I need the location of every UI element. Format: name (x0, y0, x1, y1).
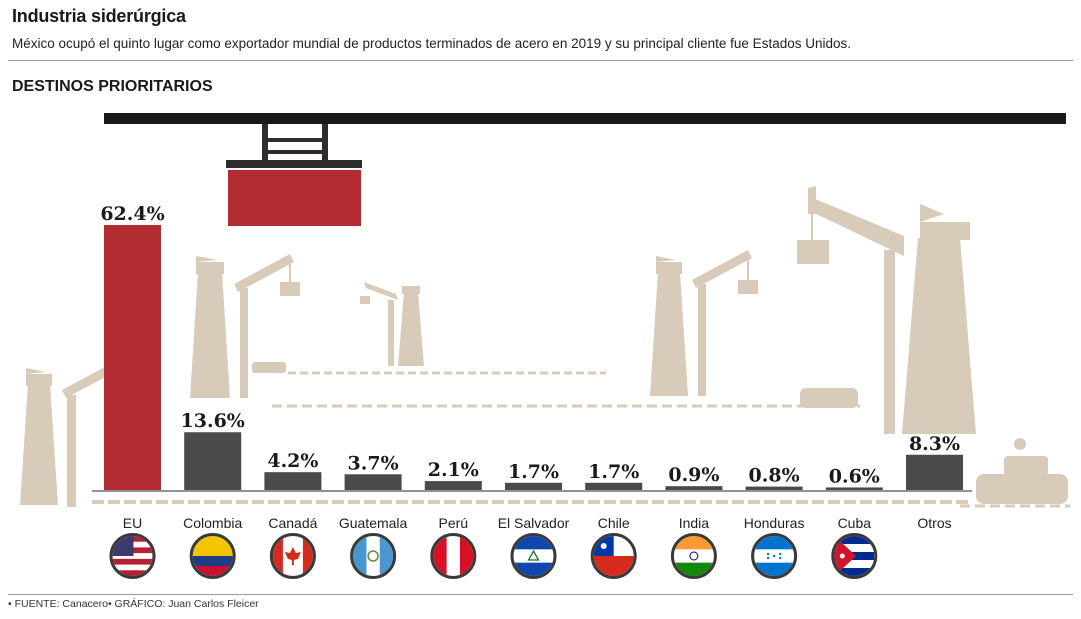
value-label-chile: 1.7% (588, 461, 639, 483)
value-label-guatemala: 3.7% (348, 452, 399, 474)
flag-ring (590, 533, 637, 579)
bar-chart: 62.4% 13.6% 4.2% 3.7% 2.1% 1.7% 1.7% 0.9% 0.8% 0.… (20, 113, 1070, 579)
india-flag-icon (673, 536, 714, 576)
bar-colombia (184, 432, 242, 490)
category-label-honduras: Honduras (744, 515, 805, 531)
value-label-eu: 62.4% (100, 203, 164, 225)
flags-group (109, 533, 878, 579)
bar-canad (264, 472, 322, 490)
flag-ring (109, 533, 156, 579)
peru-flag-icon (433, 536, 474, 576)
bar-otros (906, 454, 963, 490)
value-label-per: 2.1% (428, 459, 479, 481)
us-flag-icon (112, 536, 153, 576)
category-label-guatemala: Guatemala (339, 515, 408, 531)
el-salvador-flag-icon (513, 536, 554, 576)
bar-cuba (825, 487, 883, 490)
flag-ring (430, 533, 477, 579)
category-label-canad: Canadá (268, 515, 317, 531)
category-label-chile: Chile (598, 515, 630, 531)
chile-flag-icon (593, 536, 634, 576)
value-label-india: 0.9% (668, 464, 719, 486)
bar-guatemala (344, 474, 402, 490)
category-label-per: Perú (439, 515, 469, 531)
header-divider (8, 60, 1073, 61)
flag-ring (751, 533, 798, 579)
value-label-colombia: 13.6% (181, 410, 245, 432)
section-title: DESTINOS PRIORITARIOS (12, 78, 213, 95)
value-label-canad: 4.2% (267, 450, 318, 472)
bar-india (665, 486, 723, 490)
bar-honduras (745, 486, 803, 490)
category-label-eu: EU (123, 515, 142, 531)
flag-ring (350, 533, 397, 579)
bar-per (424, 481, 482, 490)
guatemala-flag-icon (353, 536, 394, 576)
bar-chile (585, 482, 643, 490)
category-labels-group: EU Colombia Canadá Guatemala Perú El Salvador… (123, 515, 952, 531)
category-label-colombia: Colombia (183, 515, 242, 531)
category-label-india: India (679, 515, 710, 531)
rail-tracks (272, 371, 1070, 508)
footer-divider (8, 594, 1073, 595)
value-label-cuba: 0.6% (829, 465, 880, 487)
bar-eu (104, 225, 161, 490)
flag-ring (510, 533, 557, 579)
category-label-otros: Otros (917, 515, 951, 531)
honduras-flag-icon (754, 536, 795, 576)
colombia-flag-icon (192, 536, 233, 576)
value-label-otros: 8.3% (909, 433, 960, 455)
container-illustration (226, 124, 362, 226)
footer-source: • FUENTE: Canacero• GRÁFICO: Juan Carlos… (8, 598, 259, 610)
chart-subtitle: México ocupó el quinto lugar como export… (12, 36, 851, 51)
flag-ring (670, 533, 717, 579)
category-label-cuba: Cuba (838, 515, 872, 531)
bars-group (104, 225, 963, 490)
bar-el-salvador (505, 482, 562, 490)
canada-flag-icon (272, 536, 313, 576)
flag-ring (269, 533, 316, 579)
flag-ring (189, 533, 236, 579)
value-labels-group: 62.4% 13.6% 4.2% 3.7% 2.1% 1.7% 1.7% 0.9% 0.8% 0.… (100, 203, 960, 487)
crane-rail (104, 113, 1066, 124)
flag-ring (831, 533, 878, 579)
chart-title: Industria siderúrgica (12, 6, 186, 26)
value-label-el-salvador: 1.7% (508, 461, 559, 483)
category-label-el-salvador: El Salvador (498, 515, 570, 531)
value-label-honduras: 0.8% (749, 465, 800, 487)
cuba-flag-icon (834, 536, 875, 576)
